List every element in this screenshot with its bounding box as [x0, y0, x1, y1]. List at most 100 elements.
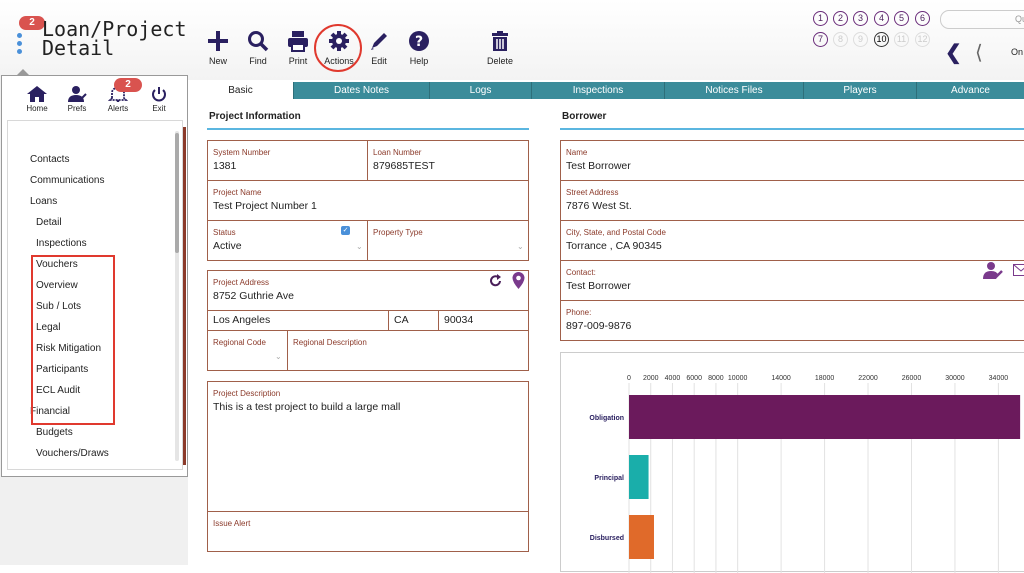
city-field[interactable]: Los Angeles [207, 310, 389, 331]
menu-scroll-edge [183, 127, 186, 465]
borrower-contact-label: Contact: [566, 268, 596, 277]
project-description-value: This is a test project to build a large … [213, 401, 400, 413]
project-address-value: 8752 Guthrie Ave [213, 290, 294, 302]
svg-text:?: ? [415, 34, 423, 50]
tab-players[interactable]: Players [803, 82, 916, 99]
borrower-name-field[interactable]: Name Test Borrower [560, 140, 1024, 181]
gear-icon [328, 30, 350, 52]
prefs-button[interactable]: Prefs [59, 86, 95, 113]
borrower-contact-value: Test Borrower [566, 280, 631, 292]
record-num-5[interactable]: 5 [894, 11, 909, 26]
borrower-phone-field[interactable]: Phone: 897-009-9876 [560, 300, 1024, 341]
left-panel: Home Prefs Alerts 2 Exit Contacts Commun… [0, 75, 188, 565]
regional-description-label: Regional Description [293, 338, 367, 347]
record-num-7[interactable]: 7 [813, 32, 828, 47]
tab-basic[interactable]: Basic [188, 82, 293, 99]
zip-field[interactable]: 90034 [438, 310, 529, 331]
user-edit-icon[interactable] [983, 262, 1003, 279]
loan-number-field[interactable]: Loan Number 879685TEST [367, 140, 529, 181]
record-num-6[interactable]: 6 [915, 11, 930, 26]
state-value: CA [394, 314, 409, 326]
email-icon[interactable] [1013, 264, 1024, 276]
back-arrow-icon[interactable]: ⟨ [975, 40, 983, 65]
project-description-field[interactable]: Project Description This is a test proje… [207, 381, 529, 512]
project-name-field[interactable]: Project Name Test Project Number 1 [207, 180, 529, 221]
loan-number-label: Loan Number [373, 148, 421, 157]
on-label: On [1011, 47, 1023, 57]
borrower-section-title: Borrower [562, 111, 606, 122]
delete-button[interactable]: Delete [478, 30, 522, 66]
bar-obligation[interactable] [629, 395, 1020, 439]
chevron-down-icon: ⌄ [275, 352, 282, 361]
search-icon [247, 30, 269, 52]
print-label: Print [289, 56, 308, 66]
menu-list: Contacts Communications Loans Detail Ins… [7, 120, 183, 470]
quick-search-input[interactable]: Qu [940, 10, 1024, 29]
menu-scroll-thumb[interactable] [175, 133, 179, 253]
record-num-4[interactable]: 4 [874, 11, 889, 26]
x-tick-label: 6000 [686, 375, 702, 382]
tab-inspections[interactable]: Inspections [531, 82, 664, 99]
delete-label: Delete [487, 56, 513, 66]
record-num-1[interactable]: 1 [813, 11, 828, 26]
menu-item-contacts[interactable]: Contacts [30, 154, 69, 165]
prefs-label: Prefs [68, 104, 87, 113]
home-label: Home [26, 104, 47, 113]
borrower-city-field[interactable]: City, State, and Postal Code Torrance , … [560, 220, 1024, 261]
menu-item-vouchers-draws[interactable]: Vouchers/Draws [36, 448, 109, 459]
edit-button[interactable]: Edit [357, 30, 401, 66]
status-label: Status [213, 228, 236, 237]
city-value: Los Angeles [213, 314, 270, 326]
state-field[interactable]: CA [388, 310, 439, 331]
previous-record-icon[interactable]: ❮ [945, 40, 962, 65]
project-section-title: Project Information [209, 111, 301, 122]
tab-notices-files[interactable]: Notices Files [664, 82, 803, 99]
new-button[interactable]: New [196, 30, 240, 66]
system-number-value: 1381 [213, 160, 236, 172]
menu-item-inspections[interactable]: Inspections [36, 238, 87, 249]
refresh-icon[interactable] [489, 274, 503, 288]
menu-item-loans[interactable]: Loans [30, 196, 57, 207]
find-button[interactable]: Find [236, 30, 280, 66]
pencil-icon [368, 30, 390, 52]
x-tick-label: 8000 [708, 375, 724, 382]
bar-disbursed[interactable] [629, 515, 654, 559]
property-type-select[interactable]: Property Type ⌄ [367, 220, 529, 261]
home-button[interactable]: Home [19, 86, 55, 113]
help-label: Help [410, 56, 429, 66]
x-tick-label: 4000 [665, 375, 681, 382]
regional-code-select[interactable]: Regional Code ⌄ [207, 330, 288, 371]
status-select[interactable]: Status Active ✓ ⌄ [207, 220, 368, 261]
project-address-field[interactable]: Project Address 8752 Guthrie Ave [207, 270, 529, 311]
chevron-down-icon: ⌄ [517, 242, 524, 251]
system-number-field[interactable]: System Number 1381 [207, 140, 368, 181]
borrower-street-field[interactable]: Street Address 7876 West St. [560, 180, 1024, 221]
tab-logs[interactable]: Logs [429, 82, 531, 99]
x-tick-label: 0 [627, 375, 631, 382]
edit-label: Edit [371, 56, 387, 66]
menu-kebab-icon[interactable] [17, 33, 25, 55]
tab-dates-notes[interactable]: Dates Notes [293, 82, 429, 99]
x-tick-label: 14000 [771, 375, 791, 382]
help-button[interactable]: ? Help [397, 30, 441, 66]
menu-item-budgets[interactable]: Budgets [36, 427, 73, 438]
borrower-city-value: Torrance , CA 90345 [566, 240, 662, 252]
record-num-2[interactable]: 2 [833, 11, 848, 26]
actions-button[interactable]: Actions [317, 30, 361, 66]
issue-alert-field[interactable]: Issue Alert [207, 511, 529, 552]
tab-advance[interactable]: Advance [916, 82, 1024, 99]
menu-item-detail[interactable]: Detail [36, 217, 62, 228]
borrower-contact-field[interactable]: Contact: Test Borrower [560, 260, 1024, 301]
record-num-3[interactable]: 3 [853, 11, 868, 26]
bar-principal[interactable] [629, 455, 649, 499]
exit-button[interactable]: Exit [141, 86, 177, 113]
borrower-street-value: 7876 West St. [566, 200, 632, 212]
map-pin-icon[interactable] [512, 272, 525, 289]
record-num-12: 12 [915, 32, 930, 47]
regional-description-field[interactable]: Regional Description [287, 330, 529, 371]
record-num-10[interactable]: 10 [874, 32, 889, 47]
status-checkbox[interactable]: ✓ [341, 226, 350, 235]
top-toolbar: 2 Loan/Project Detail New Find Print Act… [0, 0, 1024, 80]
menu-item-communications[interactable]: Communications [30, 175, 104, 186]
